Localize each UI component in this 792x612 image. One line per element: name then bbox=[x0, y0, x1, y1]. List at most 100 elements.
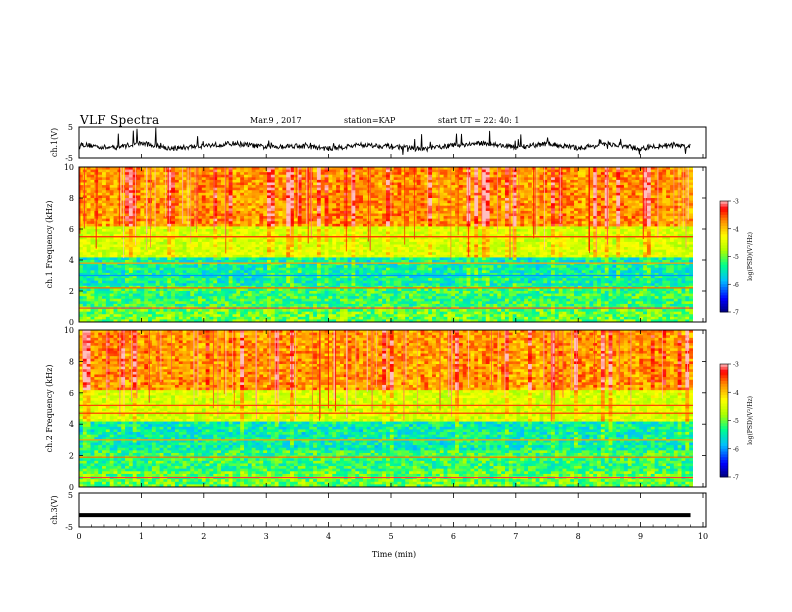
spectrogram-cell bbox=[259, 195, 263, 198]
spectrogram-cell bbox=[282, 239, 286, 242]
spectrogram-cell bbox=[252, 195, 256, 198]
spectrogram-cell bbox=[133, 188, 137, 191]
spectrogram-cell bbox=[474, 224, 478, 227]
spectrogram-cell bbox=[566, 208, 570, 211]
spectrogram-cell bbox=[198, 177, 202, 180]
spectrogram-cell bbox=[635, 203, 639, 206]
spectrogram-cell bbox=[386, 208, 390, 211]
spectrogram-cell bbox=[436, 190, 440, 193]
spectrogram-cell bbox=[635, 190, 639, 193]
spectrogram-cell bbox=[409, 208, 413, 211]
spectrogram-cell bbox=[658, 170, 662, 173]
spectrogram-cell bbox=[382, 177, 386, 180]
spectrogram-cell bbox=[674, 172, 678, 175]
spectrogram-cell bbox=[620, 185, 624, 188]
spectrogram-cell bbox=[455, 203, 459, 206]
spectrogram-cell bbox=[267, 211, 271, 214]
spectrogram-cell bbox=[336, 245, 340, 248]
spectrogram-cell bbox=[593, 190, 597, 193]
spectrogram-cell bbox=[547, 198, 551, 201]
spectrogram-cell bbox=[624, 203, 628, 206]
spectrogram-cell bbox=[198, 229, 202, 232]
spectrogram-cell bbox=[570, 170, 574, 173]
spectrogram-cell bbox=[137, 247, 141, 250]
spectrogram-cell bbox=[248, 242, 252, 245]
spectrogram-cell bbox=[129, 190, 133, 193]
spectrogram-cell bbox=[436, 219, 440, 222]
spectrogram-cell bbox=[570, 208, 574, 211]
spectrogram-cell bbox=[117, 245, 121, 248]
spectrogram-cell bbox=[252, 226, 256, 229]
spectrogram-cell bbox=[332, 232, 336, 235]
spectrogram-cell bbox=[263, 175, 267, 178]
spectrogram-cell bbox=[110, 193, 114, 196]
spectrogram-cell bbox=[91, 188, 95, 191]
spectrogram-cell bbox=[597, 216, 601, 219]
spectrogram-cell bbox=[87, 206, 91, 209]
spectrogram-cell bbox=[209, 242, 213, 245]
spectrogram-cell bbox=[612, 232, 616, 235]
spectrogram-cell bbox=[302, 201, 306, 204]
spectrogram-cell bbox=[236, 195, 240, 198]
spectrogram-cell bbox=[444, 188, 448, 191]
spectrogram-cell bbox=[559, 214, 563, 217]
spectrogram-cell bbox=[589, 216, 593, 219]
spectrogram-cell bbox=[279, 190, 283, 193]
spectrogram-cell bbox=[167, 239, 171, 242]
spectrogram-cell bbox=[325, 203, 329, 206]
spectrogram-cell bbox=[666, 185, 670, 188]
spectrogram-cell bbox=[275, 193, 279, 196]
spectrogram-cell bbox=[279, 219, 283, 222]
spectrogram-cell bbox=[325, 245, 329, 248]
spectrogram-cell bbox=[175, 232, 179, 235]
spectrogram-cell bbox=[440, 216, 444, 219]
spectrogram-cell bbox=[455, 242, 459, 245]
spectrogram-cell bbox=[263, 211, 267, 214]
spectrogram-cell bbox=[620, 216, 624, 219]
spectrogram-cell bbox=[336, 172, 340, 175]
spectrogram-cell bbox=[463, 208, 467, 211]
spectrogram-cell bbox=[451, 239, 455, 242]
spectrogram-cell bbox=[236, 180, 240, 183]
spectrogram-cell bbox=[470, 188, 474, 191]
spectrogram-cell bbox=[405, 177, 409, 180]
spectrogram-cell bbox=[409, 195, 413, 198]
spectrogram-cell bbox=[275, 229, 279, 232]
spectrogram-cell bbox=[674, 239, 678, 242]
spectrogram-cell bbox=[678, 170, 682, 173]
spectrogram-cell bbox=[463, 190, 467, 193]
spectrogram-cell bbox=[543, 224, 547, 227]
spectrogram-cell bbox=[421, 242, 425, 245]
spectrogram-cell bbox=[263, 242, 267, 245]
spectrogram-cell bbox=[547, 190, 551, 193]
spectrogram-cell bbox=[202, 185, 206, 188]
spectrogram-cell bbox=[455, 214, 459, 217]
spectrogram-cell bbox=[597, 183, 601, 186]
spectrogram-cell bbox=[651, 206, 655, 209]
spectrogram-cell bbox=[582, 226, 586, 229]
spectrogram-cell bbox=[114, 175, 118, 178]
spectrogram-cell bbox=[348, 229, 352, 232]
spectrogram-cell bbox=[336, 208, 340, 211]
spectrogram-cell bbox=[540, 214, 544, 217]
spectrogram-cell bbox=[305, 232, 309, 235]
spectrogram-cell bbox=[689, 193, 693, 196]
spectrogram-cell bbox=[252, 185, 256, 188]
spectrogram-cell bbox=[102, 214, 106, 217]
spectrogram-cell bbox=[482, 172, 486, 175]
spectrogram-cell bbox=[244, 172, 248, 175]
spectrogram-cell bbox=[516, 221, 520, 224]
spectrogram-cell bbox=[202, 190, 206, 193]
spectrogram-cell bbox=[325, 221, 329, 224]
spectrogram-cell bbox=[229, 221, 233, 224]
spectrogram-cell bbox=[528, 188, 532, 191]
spectrogram-cell bbox=[382, 232, 386, 235]
spectrogram-cell bbox=[620, 214, 624, 217]
spectrogram-cell bbox=[140, 221, 144, 224]
spectrogram-cell bbox=[325, 219, 329, 222]
spectrogram-cell bbox=[371, 211, 375, 214]
spectrogram-cell bbox=[421, 193, 425, 196]
spectrogram-cell bbox=[620, 219, 624, 222]
spectrogram-cell bbox=[183, 198, 187, 201]
spectrogram-cell bbox=[620, 170, 624, 173]
